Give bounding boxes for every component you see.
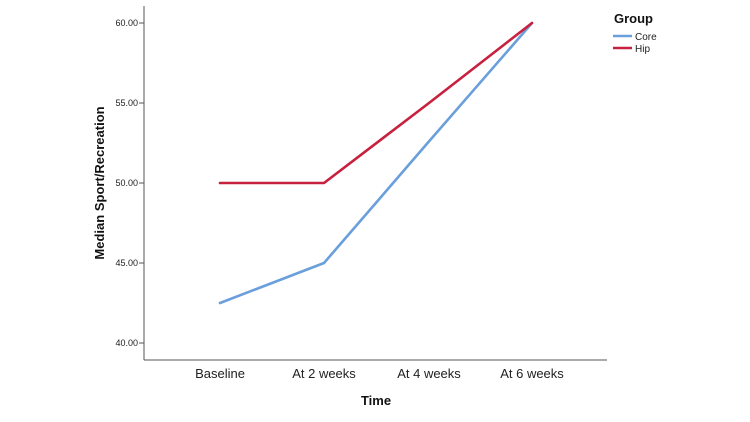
y-tick-label: 40.00 — [115, 338, 138, 348]
x-tick-label: Baseline — [195, 366, 245, 381]
legend-label-core: Core — [635, 32, 657, 43]
x-tick-group: Baseline At 2 weeks At 4 weeks At 6 weeks — [195, 366, 564, 381]
legend-title: Group — [614, 11, 653, 26]
y-tick-label: 50.00 — [115, 178, 138, 188]
x-tick-label: At 6 weeks — [500, 366, 564, 381]
series-group — [218, 21, 534, 305]
y-tick-label: 55.00 — [115, 98, 138, 108]
x-tick-label: At 2 weeks — [292, 366, 356, 381]
y-axis-title: Median Sport/Recreation — [92, 106, 107, 259]
series-line-core — [218, 21, 534, 305]
axes — [143, 6, 607, 361]
series-line-hip — [218, 21, 534, 185]
y-tick-label: 45.00 — [115, 258, 138, 268]
x-tick-label: At 4 weeks — [397, 366, 461, 381]
y-tick-group: 40.00 45.00 50.00 55.00 60.00 — [115, 18, 144, 348]
legend-label-hip: Hip — [635, 44, 650, 55]
y-tick-label: 60.00 — [115, 18, 138, 28]
x-axis-title: Time — [361, 393, 391, 408]
